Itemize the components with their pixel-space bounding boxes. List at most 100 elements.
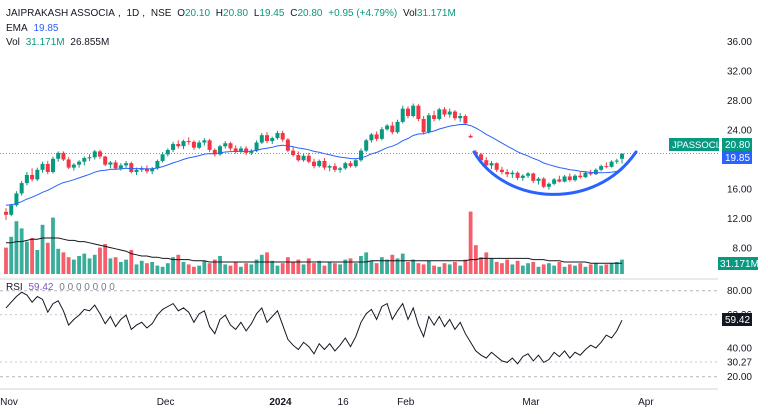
- candle-body: [223, 143, 228, 147]
- candle-body: [35, 169, 40, 180]
- candle-body: [348, 163, 353, 167]
- time-axis[interactable]: Nov Dec 2024 16 Feb Mar Apr: [0, 397, 654, 408]
- candle-body: [343, 163, 348, 169]
- high-label: H: [215, 8, 224, 19]
- cup-annotation-arc[interactable]: [472, 150, 638, 196]
- candle-body: [186, 141, 191, 143]
- candle-body: [421, 118, 426, 133]
- candle-body: [202, 140, 207, 143]
- candle-body: [432, 115, 437, 119]
- candle-body: [546, 183, 551, 187]
- time-tick-label: 2024: [269, 397, 292, 408]
- candle-body: [129, 163, 134, 173]
- candle-body: [171, 144, 176, 150]
- candle-body: [458, 116, 463, 119]
- volume-bar: [87, 258, 92, 274]
- volume-bar: [51, 217, 55, 274]
- volume-bar: [411, 259, 416, 274]
- volume-bar: [40, 224, 45, 274]
- change-value: +0.95 (+4.79%): [328, 8, 398, 19]
- volume-bar: [468, 211, 473, 274]
- volume-bar: [129, 250, 134, 274]
- candle-body: [165, 149, 170, 155]
- volume-ma-value: 26.855M: [70, 37, 110, 48]
- candle-body: [322, 160, 327, 168]
- candle-body: [390, 125, 395, 133]
- volume-bar: [181, 262, 186, 274]
- candle-body: [212, 149, 217, 155]
- candle-body: [275, 132, 280, 139]
- candle-body: [531, 173, 536, 181]
- candle-body: [505, 172, 510, 175]
- volume-bar: [620, 259, 624, 274]
- candle-body: [103, 156, 108, 165]
- open-value: 20.10: [184, 8, 211, 19]
- volume-bar: [56, 248, 61, 274]
- volume-bar: [395, 258, 400, 274]
- volume-bar: [186, 264, 191, 274]
- volume-bar: [66, 257, 71, 274]
- volume-bar: [426, 260, 431, 274]
- volume-bar: [421, 264, 426, 274]
- price-tick-label: 24.00: [727, 126, 752, 137]
- candle-body: [599, 166, 604, 170]
- candle-body: [108, 162, 113, 165]
- volume-bar: [108, 258, 113, 274]
- volume-bar: [165, 263, 170, 274]
- ticker-badge-label: JPASSOCIAT: [672, 140, 730, 151]
- axis-lines: [0, 278, 718, 390]
- volume-bar: [406, 262, 410, 274]
- volume-bar: [463, 259, 468, 274]
- candle-body: [77, 161, 82, 165]
- volume-bar: [249, 264, 254, 274]
- candle-body: [134, 169, 139, 173]
- symbol-name[interactable]: JAIPRAKASH ASSOCIA: [6, 8, 115, 19]
- volume-bar: [35, 250, 40, 274]
- volume-bar: [197, 265, 202, 274]
- open-label: O: [177, 8, 185, 19]
- rsi-tick-label: 30.27: [727, 357, 752, 368]
- candle-body: [520, 175, 525, 178]
- candle-body: [301, 155, 306, 161]
- volume-bar: [45, 242, 50, 274]
- volume-bar: [207, 263, 212, 274]
- candle-body: [463, 116, 468, 124]
- candle-body: [270, 138, 275, 142]
- high-value: 20.80: [223, 8, 249, 19]
- volume-bar: [500, 263, 504, 274]
- volume-legend[interactable]: Vol 31.171M 26.855M: [6, 37, 112, 48]
- candle-body: [426, 115, 431, 133]
- ema-legend[interactable]: EMA 19.85: [6, 23, 61, 34]
- candle-body: [452, 111, 457, 119]
- candle-body: [191, 141, 196, 148]
- candle-body: [484, 160, 489, 166]
- close-value: 20.80: [297, 8, 323, 19]
- candle-body: [160, 154, 165, 161]
- volume-bar: [609, 263, 614, 274]
- volume-bar: [155, 265, 160, 274]
- candle-body: [614, 160, 619, 162]
- volume-bar: [212, 259, 217, 274]
- candle-body: [285, 139, 290, 151]
- ticker-badge: [669, 138, 719, 151]
- volume-bar: [82, 253, 87, 274]
- volume-value: 31.171M: [25, 37, 65, 48]
- candle-body: [30, 174, 35, 180]
- volume-bar: [510, 264, 515, 274]
- volume-bar: [541, 264, 546, 274]
- candle-body: [150, 168, 155, 172]
- volume-bar: [359, 256, 363, 274]
- candle-body: [526, 173, 531, 176]
- volume-bar: [447, 264, 452, 274]
- volume-bar: [364, 252, 369, 274]
- rsi-legend[interactable]: RSI 59.42 0 0 0 0 0 0 0: [6, 282, 118, 293]
- candle-body: [588, 172, 593, 175]
- volume-bar: [270, 260, 275, 274]
- candle-body: [578, 175, 583, 178]
- interval-label[interactable]: 1D: [126, 8, 140, 19]
- candle-body: [499, 169, 504, 173]
- volume-bar: [573, 265, 577, 274]
- volume-bar: [338, 264, 343, 274]
